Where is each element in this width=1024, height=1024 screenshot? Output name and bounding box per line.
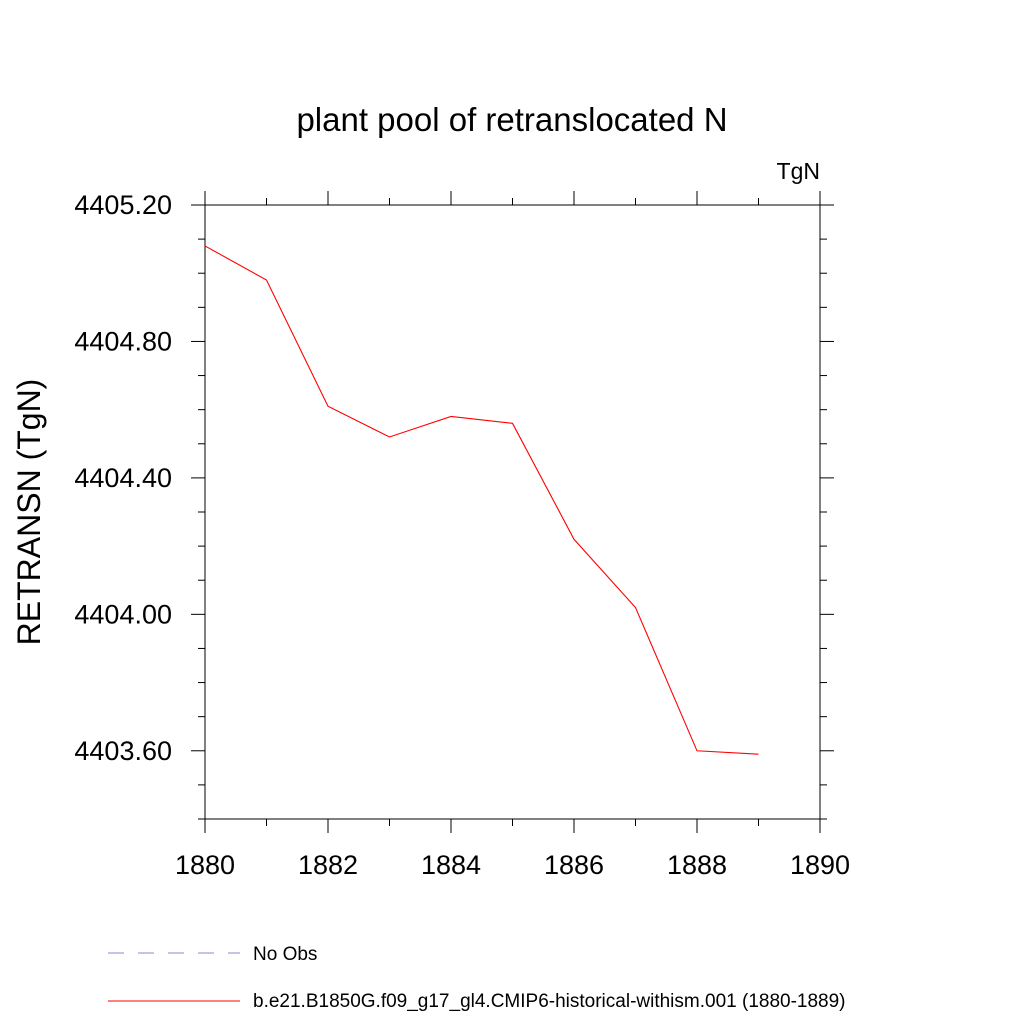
x-tick-label-1882: 1882 (298, 850, 358, 880)
x-tick-labels: 1880 1882 1884 1886 1888 1890 (175, 850, 850, 880)
y-tick-label-3: 4404.00 (74, 599, 172, 629)
y-tick-label-2: 4404.40 (74, 463, 172, 493)
legend-label-no-obs: No Obs (253, 944, 317, 965)
legend: No Obs b.e21.B1850G.f09_g17_gl4.CMIP6-hi… (108, 944, 846, 1012)
x-tick-label-1880: 1880 (175, 850, 235, 880)
series-line-0 (204, 245, 759, 755)
x-tick-label-1884: 1884 (421, 850, 481, 880)
x-tick-label-1886: 1886 (544, 850, 604, 880)
x-tick-label-1888: 1888 (667, 850, 727, 880)
axis-ticks (191, 191, 834, 833)
x-tick-label-1890: 1890 (790, 850, 850, 880)
y-tick-label-4: 4403.60 (74, 736, 172, 766)
plot-frame (204, 204, 821, 820)
y-axis-label: RETRANSN (TgN) (11, 379, 47, 646)
legend-label-model: b.e21.B1850G.f09_g17_gl4.CMIP6-historica… (253, 991, 846, 1012)
series-lines (204, 245, 759, 755)
units-label: TgN (777, 158, 820, 184)
y-tick-label-0: 4405.20 (74, 190, 172, 220)
y-tick-label-1: 4404.80 (74, 326, 172, 356)
y-tick-labels: 4405.20 4404.80 4404.40 4404.00 4403.60 (74, 190, 172, 766)
chart-title: plant pool of retranslocated N (296, 101, 727, 138)
